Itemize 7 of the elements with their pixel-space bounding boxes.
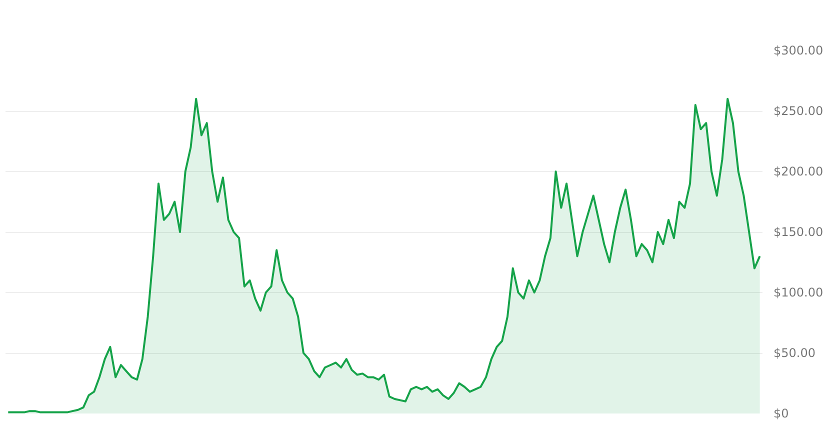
y-tick-label: $300.00: [774, 44, 824, 58]
y-tick-label: $0: [774, 406, 789, 420]
y-tick-label: $200.00: [774, 164, 824, 178]
y-tick-label: $100.00: [774, 286, 824, 300]
y-tick-label: $150.00: [774, 225, 824, 239]
y-tick-label: $50.00: [774, 346, 816, 360]
y-tick-label: $250.00: [774, 104, 824, 118]
